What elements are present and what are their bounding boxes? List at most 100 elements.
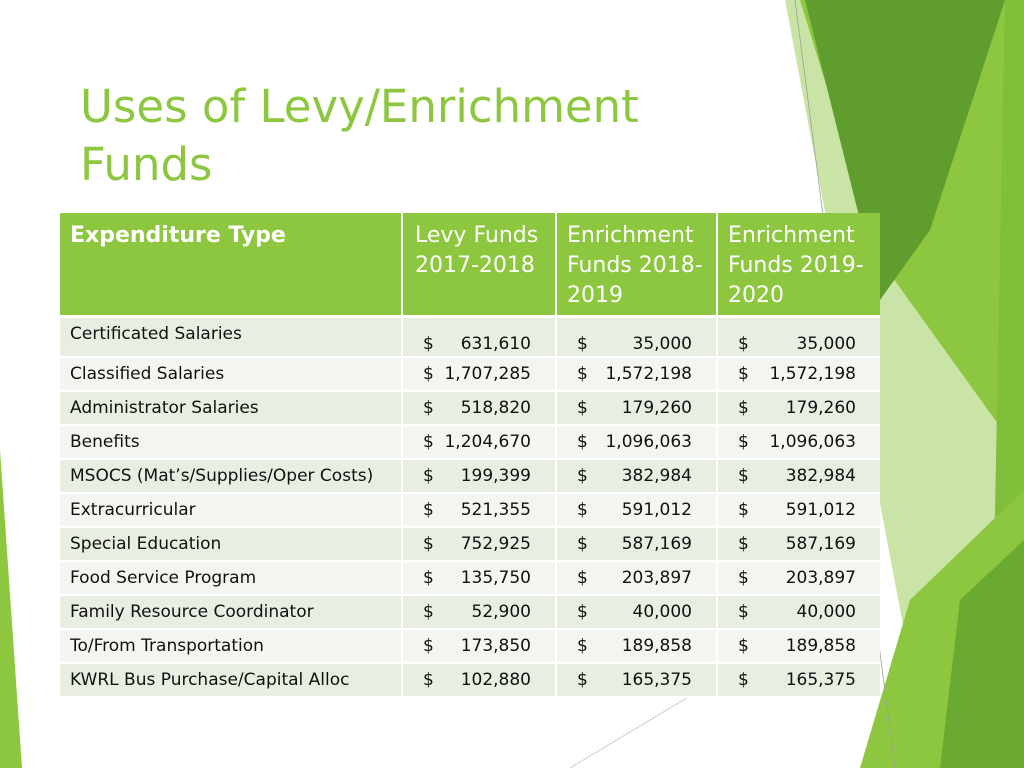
amount-cell: $631,610 [402,315,557,358]
currency-symbol: $ [577,431,588,452]
expenditure-label: MSOCS (Mat’s/Supplies/Oper Costs) [60,458,403,494]
currency-symbol: $ [577,363,588,384]
amount-cell: $40,000 [556,594,718,630]
amount-value: 631,610 [460,333,531,354]
currency-symbol: $ [738,635,749,656]
money-value: $199,399 [413,466,547,486]
amount-value: 1,096,063 [605,431,692,452]
amount-cell: $1,096,063 [556,424,718,460]
bottom-right-dark-triangle [940,540,1024,768]
slide-title: Uses of Levy/Enrichment Funds [80,80,639,191]
amount-cell: $35,000 [556,315,718,358]
amount-value: 52,900 [471,601,531,622]
amount-cell: $203,897 [556,560,718,596]
table-row: Family Resource Coordinator $52,900 $40,00… [60,594,880,630]
right-dark-band [805,0,1005,300]
expenditure-label: Extracurricular [60,492,403,528]
amount-cell: $382,984 [556,458,718,494]
money-value: $1,572,198 [728,364,872,384]
header-expenditure-type: Expenditure Type [60,213,403,317]
amount-value: 189,858 [785,635,856,656]
amount-cell: $52,900 [402,594,557,630]
amount-value: 179,260 [621,397,692,418]
table-row: Special Education $752,925 $587,169 $587,16… [60,526,880,562]
currency-symbol: $ [423,465,434,486]
money-value: $752,925 [413,534,547,554]
currency-symbol: $ [577,567,588,588]
money-value: $52,900 [413,602,547,622]
amount-cell: $179,260 [556,390,718,426]
amount-value: 382,984 [785,465,856,486]
amount-value: 165,375 [785,669,856,690]
money-value: $587,169 [567,534,708,554]
amount-cell: $1,204,670 [402,424,557,460]
decor-thin-line-2 [569,689,701,768]
currency-symbol: $ [738,567,749,588]
currency-symbol: $ [577,533,588,554]
currency-symbol: $ [423,669,434,690]
currency-symbol: $ [423,499,434,520]
amount-value: 752,925 [460,533,531,554]
amount-cell: $521,355 [402,492,557,528]
amount-value: 591,012 [621,499,692,520]
money-value: $35,000 [567,334,708,354]
currency-symbol: $ [577,669,588,690]
amount-cell: $591,012 [556,492,718,528]
money-value: $40,000 [567,602,708,622]
currency-symbol: $ [738,431,749,452]
amount-cell: $40,000 [717,594,880,630]
currency-symbol: $ [738,397,749,418]
money-value: $587,169 [728,534,872,554]
amount-cell: $1,096,063 [717,424,880,460]
currency-symbol: $ [738,601,749,622]
amount-value: 521,355 [460,499,531,520]
currency-symbol: $ [423,635,434,656]
currency-symbol: $ [423,397,434,418]
left-green-sliver [0,450,22,768]
table-row: Certificated Salaries $631,610 $35,000 $35,… [60,315,880,358]
table-body: Certificated Salaries $631,610 $35,000 $35,… [60,315,880,698]
amount-value: 35,000 [632,333,692,354]
amount-value: 1,572,198 [605,363,692,384]
amount-cell: $189,858 [556,628,718,664]
table-row: Extracurricular $521,355 $591,012 $591,012 [60,492,880,528]
money-value: $135,750 [413,568,547,588]
currency-symbol: $ [577,465,588,486]
amount-value: 179,260 [785,397,856,418]
amount-value: 189,858 [621,635,692,656]
amount-value: 382,984 [621,465,692,486]
amount-value: 173,850 [460,635,531,656]
amount-value: 40,000 [632,601,692,622]
currency-symbol: $ [577,601,588,622]
table-row: To/From Transportation $173,850 $189,858 $1… [60,628,880,664]
money-value: $1,572,198 [567,364,708,384]
amount-cell: $102,880 [402,662,557,698]
money-value: $165,375 [567,670,708,690]
amount-cell: $518,820 [402,390,557,426]
table-row: MSOCS (Mat’s/Supplies/Oper Costs) $199,39… [60,458,880,494]
currency-symbol: $ [738,333,749,354]
amount-value: 1,707,285 [444,363,531,384]
table-row: KWRL Bus Purchase/Capital Alloc $102,880 $… [60,662,880,698]
money-value: $521,355 [413,500,547,520]
amount-value: 587,169 [785,533,856,554]
amount-value: 1,096,063 [769,431,856,452]
currency-symbol: $ [577,397,588,418]
amount-cell: $189,858 [717,628,880,664]
expenditure-label: Food Service Program [60,560,403,596]
amount-cell: $752,925 [402,526,557,562]
money-value: $189,858 [567,636,708,656]
expenditure-label: KWRL Bus Purchase/Capital Alloc [60,662,403,698]
expenditure-label: Special Education [60,526,403,562]
expenditure-label: Classified Salaries [60,356,403,392]
currency-symbol: $ [423,567,434,588]
expenditure-label: Administrator Salaries [60,390,403,426]
amount-value: 587,169 [621,533,692,554]
currency-symbol: $ [423,431,434,452]
amount-cell: $591,012 [717,492,880,528]
money-value: $173,850 [413,636,547,656]
money-value: $591,012 [728,500,872,520]
currency-symbol: $ [577,333,588,354]
amount-cell: $199,399 [402,458,557,494]
money-value: $382,984 [567,466,708,486]
